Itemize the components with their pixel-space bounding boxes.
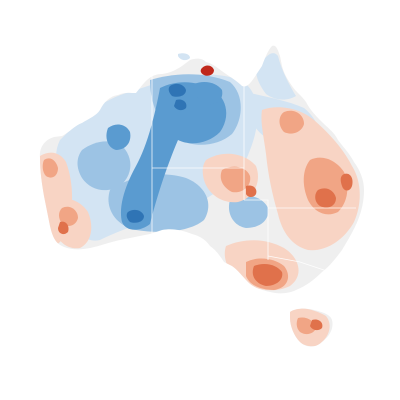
border-nsw-vic xyxy=(267,255,331,273)
anomaly-dark-blue-1 xyxy=(168,83,186,97)
anomaly-central-red-strong xyxy=(246,185,257,197)
anomaly-core-strong-blue xyxy=(120,82,227,230)
anomaly-nsw-coast-red-strong xyxy=(340,173,353,191)
tasmania xyxy=(290,308,333,347)
anomaly-east-mid-blue xyxy=(228,195,269,228)
anomaly-wa-red-mid xyxy=(42,158,58,178)
island-tiwi xyxy=(178,53,190,61)
anomaly-dark-blue-3 xyxy=(174,99,187,111)
tasmania-red-mid xyxy=(296,317,316,335)
anomaly-central-red-mid xyxy=(220,166,251,193)
anomaly-wa-red-strong xyxy=(58,221,69,235)
anomaly-east-red-mid xyxy=(303,157,348,215)
anomaly-topend-dark-red xyxy=(200,65,214,76)
anomaly-topend-strong-blue xyxy=(193,82,223,105)
anomaly-victoria-red-strong xyxy=(252,264,283,286)
anomaly-west-mid-blue xyxy=(77,141,131,191)
anomaly-qld-red-mid xyxy=(279,110,304,134)
state-borders xyxy=(151,60,356,273)
tasmania-red-strong xyxy=(310,319,323,331)
anomaly-wa-sw-red-mid xyxy=(59,206,78,226)
anomaly-kimberley-strong-blue xyxy=(106,124,131,150)
border-sa-qld-nsw xyxy=(244,199,269,260)
anomaly-dark-blue-2 xyxy=(126,209,144,223)
anomaly-nsw-red-strong xyxy=(315,188,336,208)
anomaly-regions xyxy=(39,53,360,291)
anomaly-capeyork-light-blue xyxy=(256,53,296,100)
